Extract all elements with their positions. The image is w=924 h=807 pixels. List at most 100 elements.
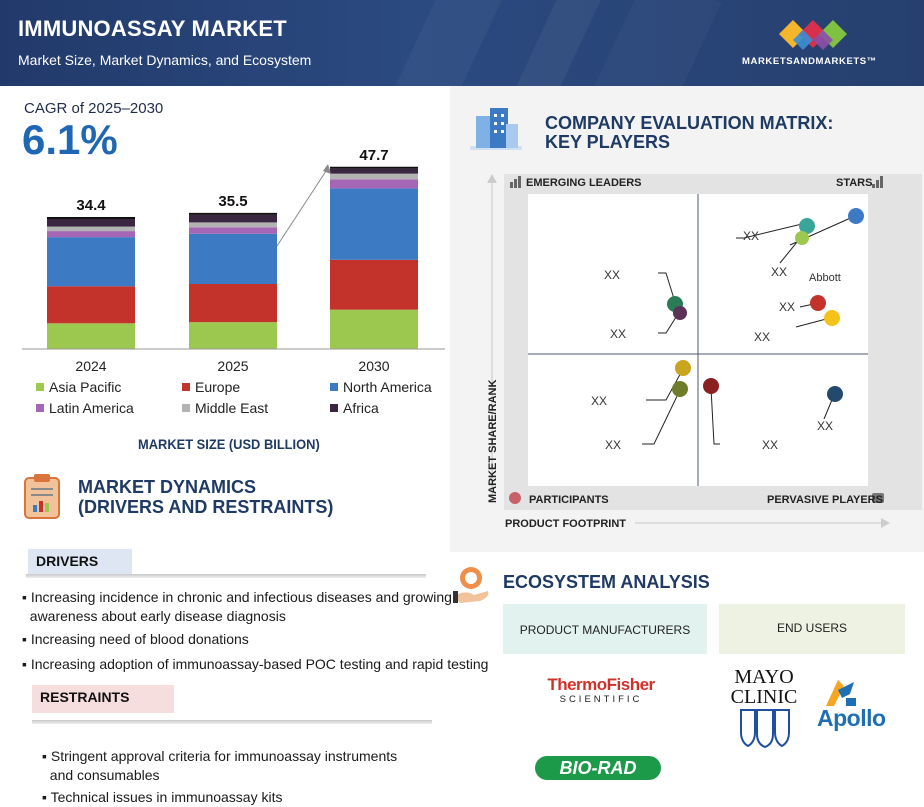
company-bubble[interactable]: [810, 295, 826, 311]
y-axis-label: MARKET SHARE/RANK: [487, 379, 499, 503]
matrix-title: COMPANY EVALUATION MATRIX: KEY PLAYERS: [545, 114, 833, 152]
legend-entry: Middle East: [182, 400, 268, 416]
mayo-clinic-logo: MAYO CLINIC: [730, 666, 798, 708]
biorad-logo: BIO-RAD: [535, 756, 661, 780]
x-tick-label: 2030: [358, 358, 390, 374]
header-banner: IMMUNOASSAY MARKET Market Size, Market D…: [0, 0, 924, 86]
ecosystem-title: ECOSYSTEM ANALYSIS: [503, 572, 710, 592]
cagr-label: CAGR of 2025–2030: [24, 100, 164, 117]
company-bubble[interactable]: [795, 231, 809, 245]
chart-x-label: MARKET SIZE (USD BILLION): [138, 436, 320, 452]
bar-segment: [330, 179, 418, 189]
dynamics-title-line2: (DRIVERS AND RESTRAINTS): [78, 497, 334, 517]
bar-segment: [189, 284, 277, 323]
bar-segment: [189, 227, 277, 234]
company-bubble[interactable]: [703, 378, 719, 394]
buildings-icon: [470, 108, 522, 150]
company-label: XX: [610, 327, 627, 341]
bar-segment: [330, 259, 418, 310]
x-tick-label: 2024: [75, 358, 107, 374]
legend-entry: Asia Pacific: [36, 379, 121, 395]
bar-segment: [47, 231, 135, 238]
company-label-abbott: Abbott: [809, 272, 841, 284]
company-bubble[interactable]: [675, 360, 691, 376]
company-label: XX: [743, 229, 760, 243]
bar-segment: [47, 323, 135, 349]
legend-swatch: [36, 404, 44, 412]
bar-segment: [189, 322, 277, 349]
company-logo-text: MARKETSANDMARKETS™: [742, 56, 877, 67]
participants-icon: [509, 492, 521, 504]
y-axis-arrow: [487, 174, 497, 183]
cagr-value: 6.1%: [22, 116, 118, 163]
market-size-chart: [22, 164, 445, 350]
bar-total-label: 47.7: [359, 146, 389, 164]
legend-label: Middle East: [195, 400, 269, 416]
bar-segment: [189, 233, 277, 285]
x-axis-arrow: [881, 518, 890, 528]
bar-segment: [330, 173, 418, 180]
dynamics-title: MARKET DYNAMICS (DRIVERS AND RESTRAINTS): [78, 477, 333, 517]
drivers-divider: [26, 574, 426, 578]
driver-item: ▪ Increasing need of blood donations: [22, 631, 249, 647]
company-label: XX: [754, 330, 771, 344]
company-bubble[interactable]: [824, 310, 840, 326]
legend-label: Latin America: [49, 400, 134, 416]
company-label: XX: [762, 438, 779, 452]
dynamics-title-line1: MARKET DYNAMICS: [78, 477, 256, 497]
page-subtitle: Market Size, Market Dynamics, and Ecosys…: [18, 52, 312, 68]
bar-segment: [47, 286, 135, 324]
driver-item: ▪ Increasing incidence in chronic and in…: [22, 589, 452, 624]
company-label: XX: [604, 268, 621, 282]
mayo-shield-icon: [740, 709, 790, 748]
pervasive-icon: [872, 493, 884, 503]
company-bubble[interactable]: [799, 218, 815, 234]
legend-swatch: [182, 404, 190, 412]
company-label: XX: [771, 265, 788, 279]
matrix-title-line1: COMPANY EVALUATION MATRIX:: [545, 113, 834, 133]
legend-label: Asia Pacific: [49, 379, 122, 395]
company-label: XX: [591, 394, 608, 408]
growth-arrow: [276, 167, 329, 247]
matrix-title-line2: KEY PLAYERS: [545, 132, 671, 152]
restraints-tag: RESTRAINTS: [32, 685, 174, 713]
company-bubble[interactable]: [827, 386, 843, 402]
quadrant-pervasive-label: PERVASIVE PLAYERS: [767, 494, 883, 506]
legend-entry: Africa: [330, 400, 379, 416]
driver-item: ▪ Increasing adoption of immunoassay-bas…: [22, 656, 489, 672]
company-label: XX: [779, 300, 796, 314]
emerging-icon: [510, 176, 521, 188]
bar-segment: [330, 168, 418, 174]
restraint-item: ▪ Stringent approval criteria for immuno…: [42, 748, 398, 783]
legend-swatch: [330, 404, 338, 412]
evaluation-matrix: [487, 174, 922, 528]
product-manufacturers-header: PRODUCT MANUFACTURERS: [503, 604, 707, 654]
stars-icon: [872, 176, 883, 188]
thermofisher-logo: ThermoFisher SCIENTIFIC: [547, 675, 655, 706]
company-bubble[interactable]: [848, 208, 864, 224]
x-tick-label: 2025: [217, 358, 249, 374]
company-bubble[interactable]: [672, 381, 688, 397]
legend-swatch: [182, 383, 190, 391]
restraints-divider: [32, 720, 432, 724]
ecosystem-icon: [453, 567, 489, 603]
legend-entry: North America: [330, 379, 432, 395]
x-axis-label: PRODUCT FOOTPRINT: [505, 518, 626, 530]
bar-segment: [189, 214, 277, 223]
company-logo-icon: [779, 20, 847, 50]
legend-label: North America: [343, 379, 432, 395]
company-bubble[interactable]: [673, 306, 687, 320]
end-users-header: END USERS: [719, 604, 905, 654]
bar-segment: [189, 222, 277, 228]
restraint-item: ▪ Technical issues in immunoassay kits: [42, 789, 283, 805]
legend-label: Africa: [343, 400, 379, 416]
drivers-tag: DRIVERS: [28, 549, 132, 577]
bar-total-label: 34.4: [76, 197, 106, 214]
bar-segment: [47, 226, 135, 232]
legend-entry: Europe: [182, 379, 240, 395]
legend-label: Europe: [195, 379, 241, 395]
header-pattern: [393, 0, 604, 86]
growth-arrowhead: [323, 164, 331, 174]
bar-segment: [330, 188, 418, 260]
legend-swatch: [330, 383, 338, 391]
